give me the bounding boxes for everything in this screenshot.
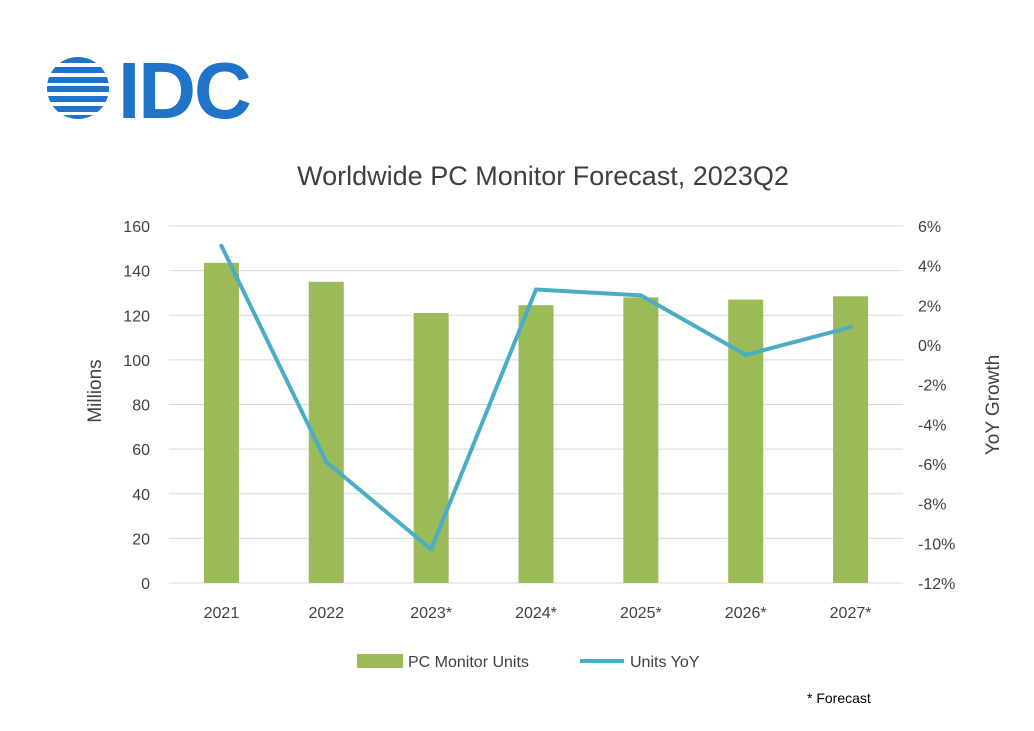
x-tick-label: 2022 xyxy=(308,605,344,622)
legend-label-yoy: Units YoY xyxy=(630,654,700,671)
bar xyxy=(728,299,764,583)
y-tick-label: 80 xyxy=(132,398,150,415)
y2-tick-label: 0% xyxy=(918,338,941,355)
yoy-point xyxy=(219,243,224,248)
x-tick-label: 2024* xyxy=(515,605,557,622)
y2-tick-label: 2% xyxy=(918,298,941,315)
y2-tick-label: -8% xyxy=(918,497,946,514)
y2-tick-label: -6% xyxy=(918,457,946,474)
y2-tick-label: 4% xyxy=(918,259,941,276)
bar xyxy=(518,305,554,583)
legend: PC Monitor Units Units YoY xyxy=(357,654,700,671)
y-axis-left: 0 20 40 60 80 100 120 140 160 xyxy=(123,219,150,593)
y-tick-label: 60 xyxy=(132,442,150,459)
globe-icon xyxy=(47,57,109,119)
yoy-point xyxy=(324,460,329,465)
line-series xyxy=(219,243,853,552)
y2-tick-label: -2% xyxy=(918,378,946,395)
yoy-point xyxy=(534,287,538,292)
x-tick-label: 2027* xyxy=(830,605,872,622)
logo-wordmark: IDC xyxy=(118,50,250,130)
yoy-point xyxy=(638,293,643,298)
bar xyxy=(308,281,344,583)
x-tick-label: 2025* xyxy=(620,605,662,622)
legend-swatch-units xyxy=(357,654,403,668)
bar xyxy=(203,262,239,583)
y-axis-title: Millions xyxy=(85,359,106,422)
y-tick-label: 40 xyxy=(132,487,150,504)
x-tick-label: 2021 xyxy=(204,605,240,622)
y-tick-label: 0 xyxy=(141,576,150,593)
y2-axis-title: YoY Growth xyxy=(983,355,1004,455)
y2-tick-label: -10% xyxy=(918,536,955,553)
x-tick-label: 2023* xyxy=(410,605,452,622)
y-tick-label: 140 xyxy=(123,264,150,281)
idc-logo: IDC xyxy=(40,46,280,135)
footnote: * Forecast xyxy=(807,690,871,706)
legend-label-units: PC Monitor Units xyxy=(408,654,529,671)
chart-title: Worldwide PC Monitor Forecast, 2023Q2 xyxy=(297,161,789,191)
y-tick-label: 100 xyxy=(123,353,150,370)
yoy-point xyxy=(743,352,748,357)
y2-tick-label: -4% xyxy=(918,417,946,434)
x-tick-label: 2026* xyxy=(725,605,767,622)
y2-tick-label: 6% xyxy=(918,219,941,236)
y-tick-label: 120 xyxy=(123,308,150,325)
bar xyxy=(833,296,869,583)
bar-series xyxy=(203,262,869,583)
x-axis: 2021 2022 2023* 2024* 2025* 2026* 2027* xyxy=(204,605,872,622)
bar xyxy=(413,313,449,583)
y2-tick-label: -12% xyxy=(918,576,955,593)
yoy-point xyxy=(848,325,853,330)
yoy-point xyxy=(429,547,434,552)
y-tick-label: 160 xyxy=(123,219,150,236)
y-axis-right: -12% -10% -8% -6% -4% -2% 0% 2% 4% 6% xyxy=(918,219,955,593)
y-tick-label: 20 xyxy=(132,531,150,548)
bar xyxy=(623,297,659,583)
